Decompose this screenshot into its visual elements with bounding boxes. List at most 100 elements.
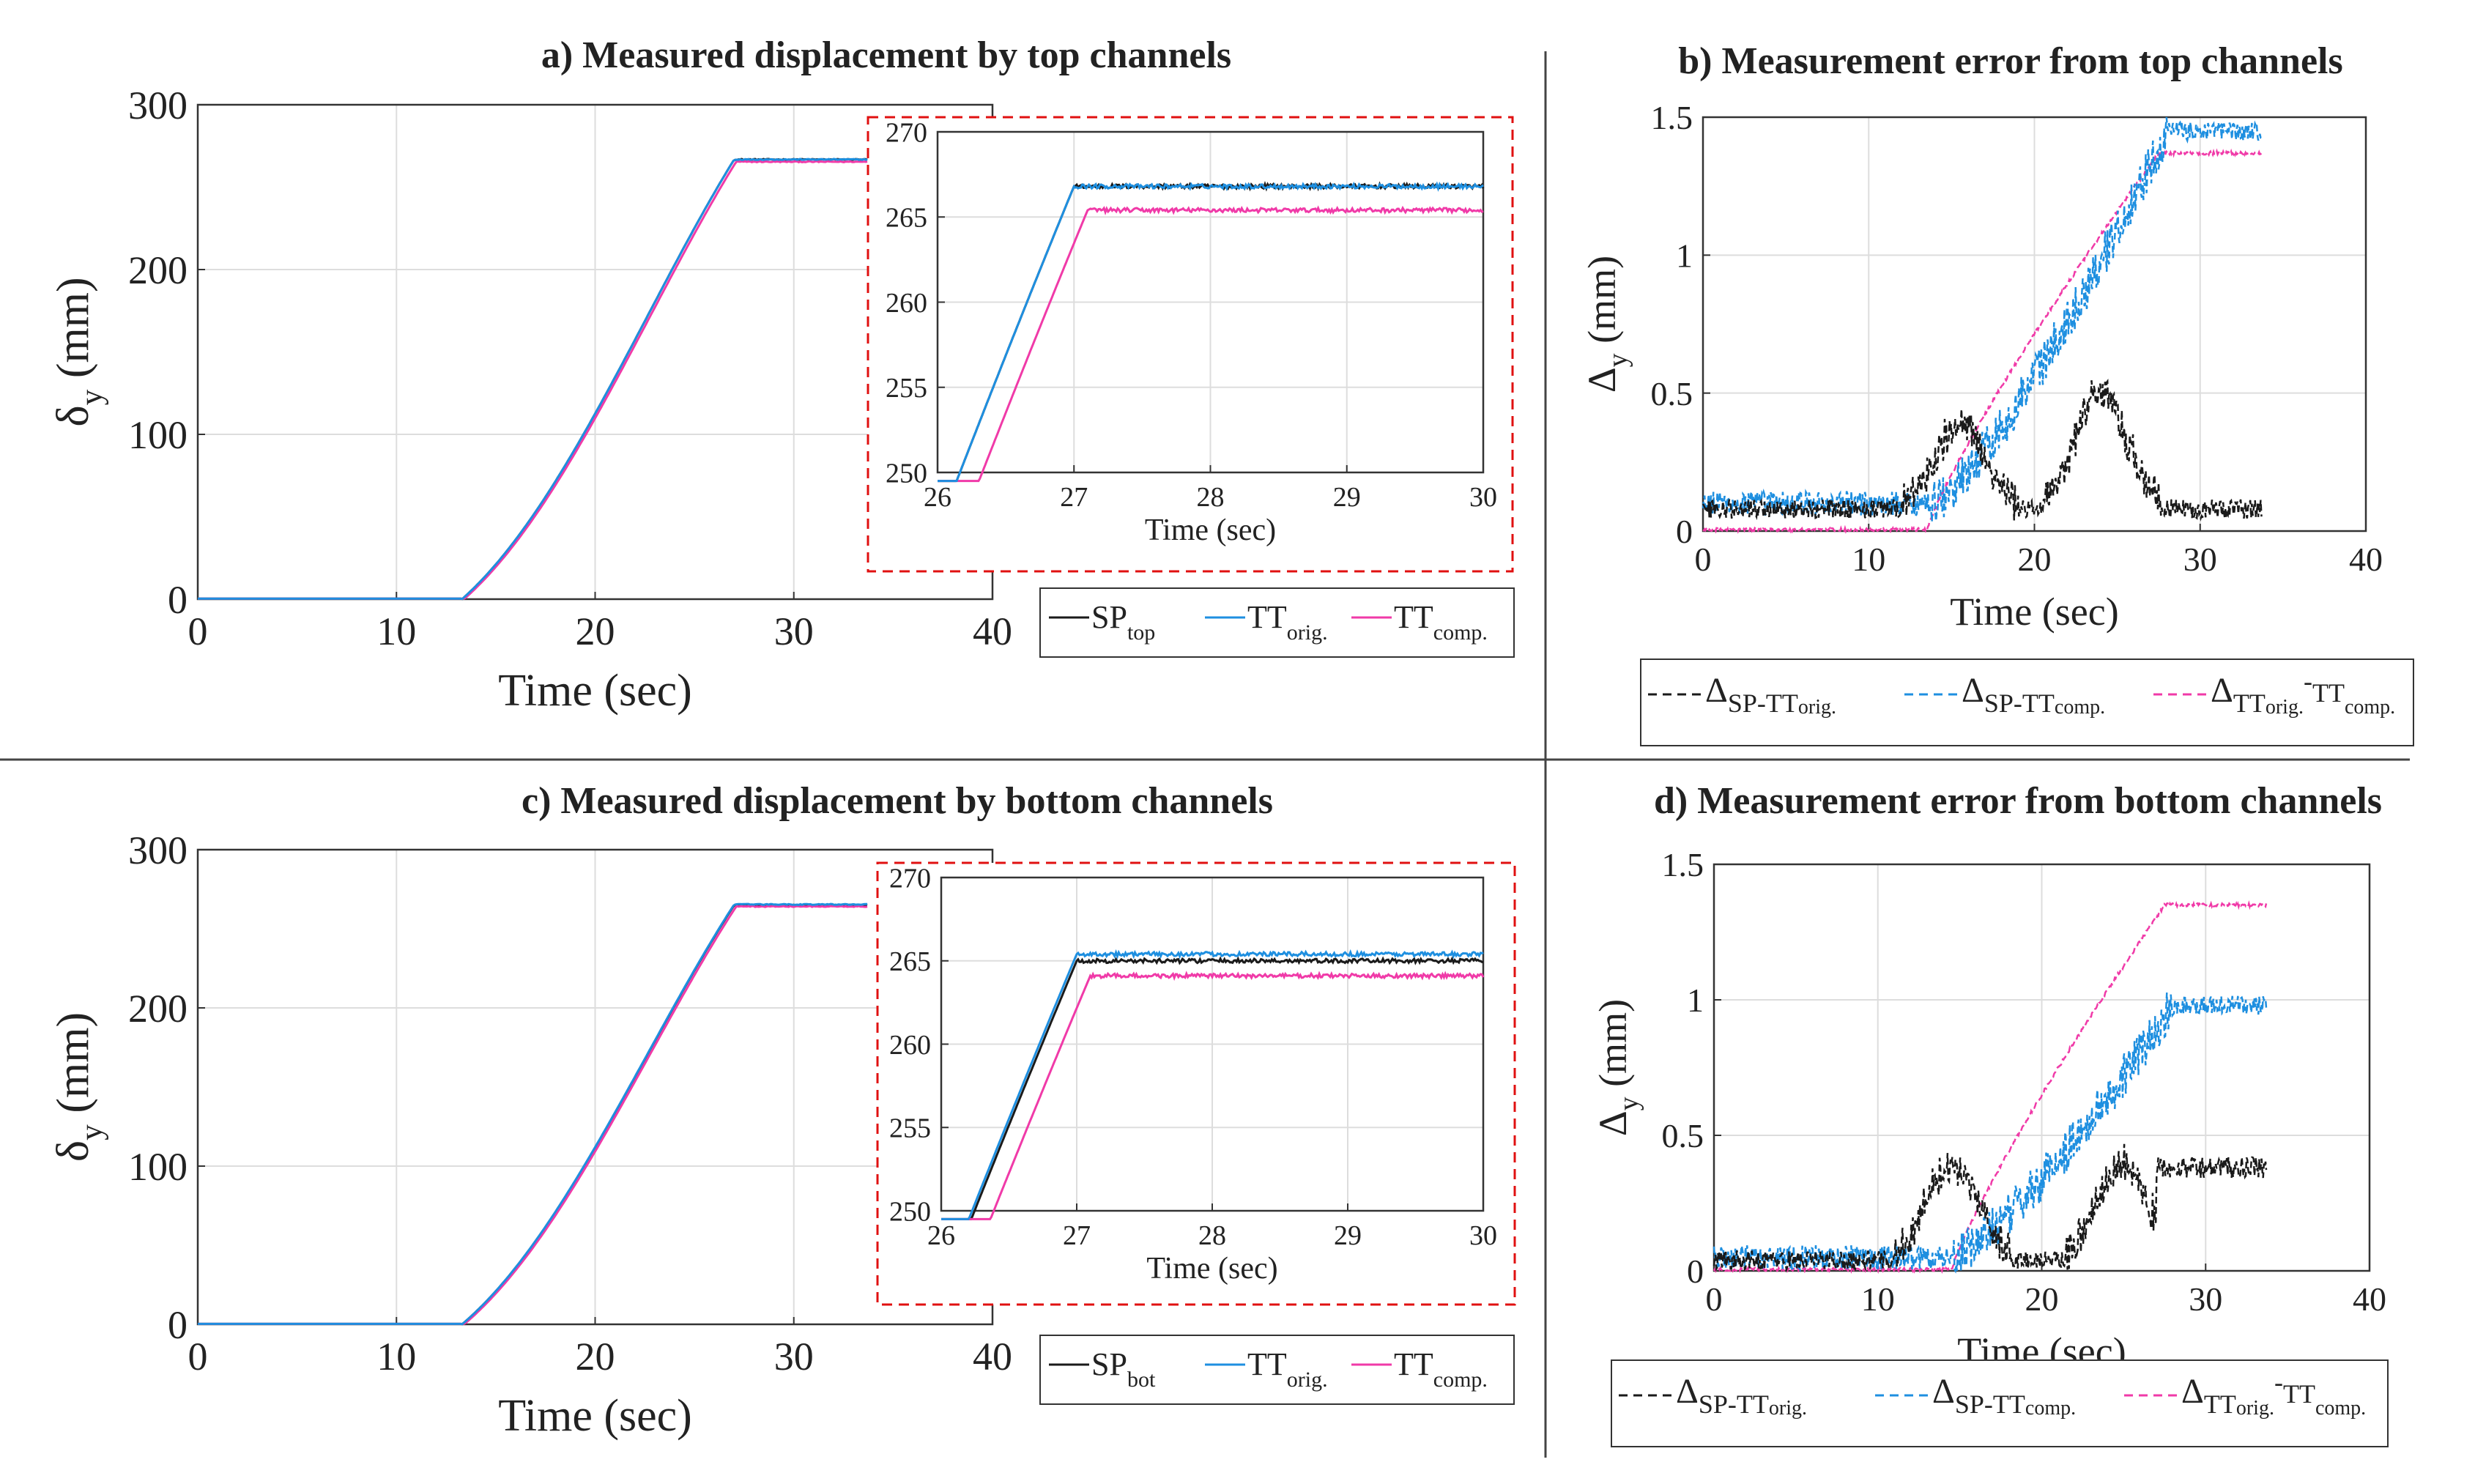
a-inset-y-tick-label: 260	[886, 288, 927, 319]
a-inset-series-orig-line	[938, 181, 1484, 483]
c-inset-series-orig-line	[941, 949, 1484, 1220]
c-legend-box	[1039, 1335, 1515, 1405]
b-x-tick-label: 20	[2018, 541, 2052, 578]
d-y-axis-label: Δy (mm)	[1591, 999, 1644, 1136]
c-x-tick-label: 40	[973, 1335, 1012, 1379]
panel-a: 0 10 20 30 40 0 100 200 300 Time (sec) δy (mm) 26 27…	[48, 84, 1515, 716]
a-x-tick-label: 30	[774, 609, 814, 653]
a-inset-y-tick-label: 270	[886, 117, 927, 148]
c-y-tick-label: 0	[168, 1303, 188, 1347]
a-legend-box	[1039, 587, 1515, 658]
b-axes-frame	[1702, 116, 2367, 533]
a-legend-label-orig: TTorig.	[1247, 599, 1328, 645]
a-inset-x-axis-label: Time (sec)	[1145, 513, 1276, 547]
a-x-tick-label: 10	[376, 609, 416, 653]
c-inset-x-tick-label: 29	[1334, 1220, 1362, 1251]
a-y-tick-label: 100	[128, 413, 188, 457]
d-legend-label-orig-comp: ΔTTorig.-TTcomp.	[2181, 1368, 2366, 1420]
d-y-tick-label: 1	[1687, 982, 1704, 1019]
a-inset-x-tick-label: 27	[1060, 482, 1088, 513]
a-x-tick-label: 0	[188, 609, 208, 653]
b-y-tick-label: 1.5	[1651, 99, 1693, 136]
c-y-tick-label: 300	[128, 828, 188, 872]
c-inset-x-axis-label: Time (sec)	[1146, 1252, 1277, 1285]
c-legend-label-orig: TTorig.	[1247, 1346, 1328, 1392]
a-inset-x-tick-label: 26	[924, 482, 951, 513]
c-inset-y-tick-label: 270	[889, 863, 931, 894]
d-y-tick-label: 0	[1687, 1253, 1704, 1290]
a-y-tick-label: 0	[168, 578, 188, 622]
c-legend-label-sp: SPbot	[1091, 1346, 1156, 1392]
c-inset-x-tick-label: 28	[1198, 1220, 1226, 1251]
a-inset-y-tick-label: 255	[886, 373, 927, 404]
c-legend-label-comp: TTcomp.	[1394, 1346, 1488, 1392]
c-inset-y-tick-label: 255	[889, 1113, 931, 1144]
c-inset-y-tick-label: 265	[889, 946, 931, 977]
d-legend-label-sp-comp: ΔSP-TTcomp.	[1932, 1372, 2076, 1420]
b-legend-label-sp-comp: ΔSP-TTcomp.	[1962, 671, 2105, 719]
c-inset-x-tick-label: 27	[1063, 1220, 1091, 1251]
c-inset-x-tick-label: 30	[1469, 1220, 1497, 1251]
title-b: b) Measurement error from top channels	[1678, 40, 2342, 82]
d-series-sp-orig-line	[1713, 1143, 2268, 1273]
c-y-tick-label: 100	[128, 1145, 188, 1189]
b-x-tick-label: 40	[2349, 541, 2383, 578]
a-y-tick-label: 200	[128, 248, 188, 292]
a-inset-y-tick-label: 265	[886, 203, 927, 234]
c-x-tick-label: 20	[576, 1335, 615, 1379]
a-inset-y-tick-label: 250	[886, 458, 927, 489]
c-x-tick-label: 10	[376, 1335, 416, 1379]
panel-c: 0 10 20 30 40 0 100 200 300 Time (sec) δy (mm) 26 27…	[48, 828, 1516, 1441]
title-d: d) Measurement error from bottom channel…	[1654, 780, 2382, 822]
b-y-tick-label: 0	[1676, 513, 1693, 550]
b-series-sp-orig-line	[1702, 379, 2263, 522]
b-legend-box	[1640, 658, 2414, 746]
c-x-tick-label: 30	[774, 1335, 814, 1379]
c-y-tick-label: 200	[128, 987, 188, 1031]
c-inset-axes-frame	[940, 876, 1485, 1212]
title-c: c) Measured displacement by bottom chann…	[522, 780, 1273, 822]
c-inset-y-tick-label: 260	[889, 1030, 931, 1061]
d-x-tick-label: 10	[1861, 1280, 1895, 1318]
d-x-tick-label: 0	[1706, 1280, 1723, 1318]
b-x-tick-label: 30	[2183, 541, 2217, 578]
a-inset-series-comp-line	[938, 205, 1484, 483]
b-y-tick-label: 0.5	[1651, 375, 1693, 412]
d-x-tick-label: 30	[2189, 1280, 2222, 1318]
a-inset-x-tick-label: 28	[1197, 482, 1225, 513]
b-legend-label-sp-orig: ΔSP-TTorig.	[1705, 671, 1836, 719]
a-inset-x-tick-label: 29	[1333, 482, 1361, 513]
a-legend-label-sp: SPtop	[1091, 599, 1155, 645]
c-inset-series-sp-line	[941, 956, 1484, 1220]
d-x-tick-label: 40	[2353, 1280, 2386, 1318]
b-y-tick-label: 1	[1676, 237, 1693, 274]
d-x-tick-label: 20	[2025, 1280, 2059, 1318]
c-inset-series-comp-line	[941, 971, 1485, 1220]
panel-b: 0 10 20 30 40 0 0.5 1 1.5 Time (sec) Δy (mm) ΔSP-TT…	[1580, 99, 2414, 746]
b-y-axis-label: Δy (mm)	[1580, 256, 1633, 393]
a-inset-x-tick-label: 30	[1469, 482, 1497, 513]
b-series-orig-comp-line	[1702, 148, 2263, 535]
d-series-sp-comp-line	[1713, 992, 2268, 1274]
title-a: a) Measured displacement by top channels	[541, 34, 1231, 76]
a-y-axis-label: δy (mm)	[48, 277, 109, 426]
a-inset-axes-frame	[936, 130, 1485, 474]
b-x-tick-label: 0	[1695, 541, 1712, 578]
b-legend-label-orig-comp: ΔTTorig.-TTcomp.	[2211, 667, 2395, 719]
d-y-tick-label: 1.5	[1662, 846, 1704, 883]
c-inset-x-tick-label: 26	[927, 1220, 955, 1251]
c-x-tick-label: 0	[188, 1335, 208, 1379]
c-y-axis-label: δy (mm)	[48, 1012, 109, 1162]
a-y-tick-label: 300	[128, 84, 188, 127]
d-legend-box	[1611, 1359, 2389, 1447]
a-legend-label-comp: TTcomp.	[1394, 599, 1488, 645]
a-x-axis-label: Time (sec)	[498, 666, 692, 716]
d-y-tick-label: 0.5	[1662, 1117, 1704, 1154]
b-x-axis-label: Time (sec)	[1950, 590, 2118, 634]
a-x-tick-label: 20	[576, 609, 615, 653]
a-x-tick-label: 40	[973, 609, 1012, 653]
b-x-tick-label: 10	[1852, 541, 1885, 578]
c-series-orig-line	[198, 902, 868, 1326]
